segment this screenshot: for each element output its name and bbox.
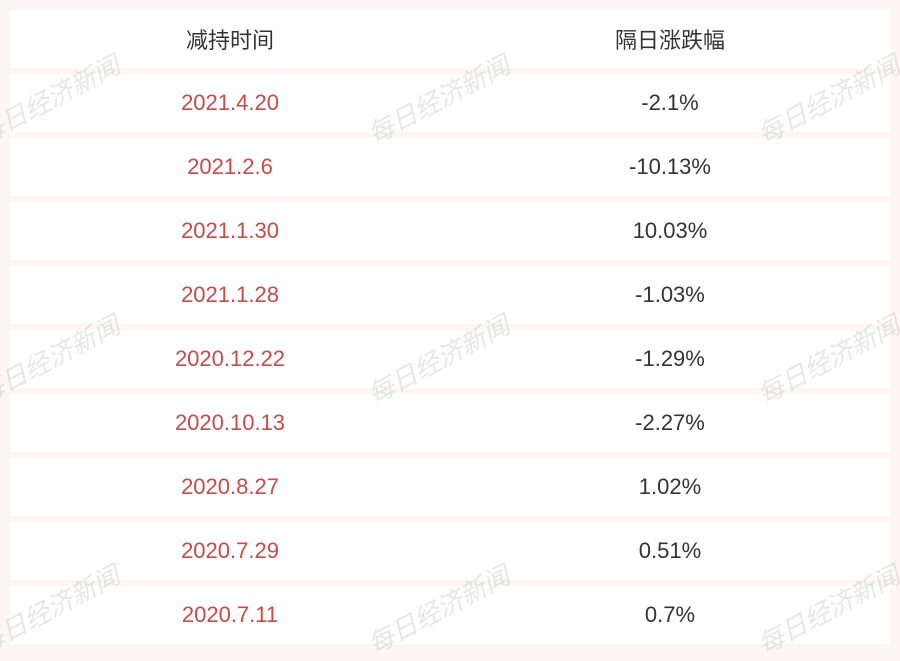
value-cell: 0.51% [450,538,890,564]
date-cell: 2020.7.29 [10,538,450,564]
date-cell: 2021.2.6 [10,154,450,180]
date-cell: 2020.12.22 [10,346,450,372]
table-header-row: 减持时间 隔日涨跌幅 [10,10,890,68]
table-row: 2020.12.22 -1.29% [10,330,890,388]
table-row: 2020.8.27 1.02% [10,458,890,516]
table-row: 2021.4.20 -2.1% [10,74,890,132]
date-cell: 2021.1.30 [10,218,450,244]
value-cell: -1.03% [450,282,890,308]
table-row: 2020.7.11 0.7% [10,586,890,644]
value-cell: 1.02% [450,474,890,500]
date-cell: 2020.7.11 [10,602,450,628]
table-row: 2020.10.13 -2.27% [10,394,890,452]
table-row: 2021.1.30 10.03% [10,202,890,260]
table-row: 2021.2.6 -10.13% [10,138,890,196]
value-cell: 0.7% [450,602,890,628]
value-cell: -1.29% [450,346,890,372]
value-cell: 10.03% [450,218,890,244]
date-cell: 2021.1.28 [10,282,450,308]
date-cell: 2021.4.20 [10,90,450,116]
value-cell: -10.13% [450,154,890,180]
table-row: 2020.7.29 0.51% [10,522,890,580]
table-row: 2021.1.28 -1.03% [10,266,890,324]
value-cell: -2.27% [450,410,890,436]
header-cell-date: 减持时间 [10,23,450,55]
value-cell: -2.1% [450,90,890,116]
date-cell: 2020.10.13 [10,410,450,436]
date-cell: 2020.8.27 [10,474,450,500]
header-cell-value: 隔日涨跌幅 [450,23,890,55]
data-table: 减持时间 隔日涨跌幅 2021.4.20 -2.1% 2021.2.6 -10.… [0,0,900,644]
